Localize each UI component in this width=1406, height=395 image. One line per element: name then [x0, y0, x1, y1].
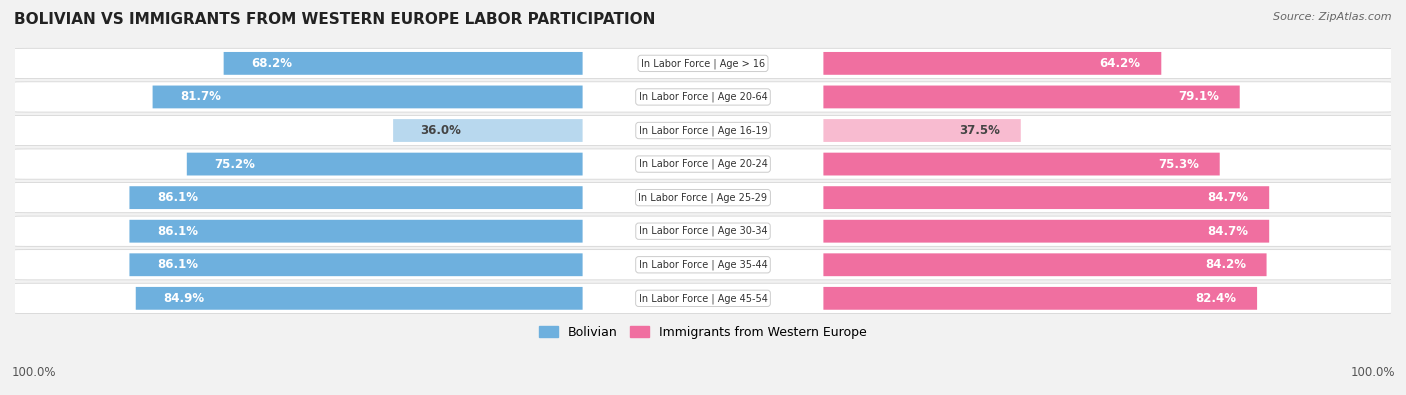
- FancyBboxPatch shape: [824, 86, 1240, 108]
- Text: 68.2%: 68.2%: [252, 57, 292, 70]
- Text: 81.7%: 81.7%: [180, 90, 221, 103]
- Text: Source: ZipAtlas.com: Source: ZipAtlas.com: [1274, 12, 1392, 22]
- Text: 79.1%: 79.1%: [1178, 90, 1219, 103]
- FancyBboxPatch shape: [14, 182, 1392, 213]
- FancyBboxPatch shape: [824, 253, 1267, 276]
- Text: 86.1%: 86.1%: [157, 225, 198, 238]
- Text: BOLIVIAN VS IMMIGRANTS FROM WESTERN EUROPE LABOR PARTICIPATION: BOLIVIAN VS IMMIGRANTS FROM WESTERN EURO…: [14, 12, 655, 27]
- FancyBboxPatch shape: [14, 283, 1392, 313]
- FancyBboxPatch shape: [14, 250, 1392, 280]
- Text: 75.2%: 75.2%: [214, 158, 256, 171]
- Text: 64.2%: 64.2%: [1099, 57, 1140, 70]
- FancyBboxPatch shape: [129, 186, 582, 209]
- Text: 84.7%: 84.7%: [1208, 191, 1249, 204]
- Text: 86.1%: 86.1%: [157, 191, 198, 204]
- Text: 86.1%: 86.1%: [157, 258, 198, 271]
- Legend: Bolivian, Immigrants from Western Europe: Bolivian, Immigrants from Western Europe: [534, 321, 872, 344]
- FancyBboxPatch shape: [224, 52, 582, 75]
- Text: In Labor Force | Age > 16: In Labor Force | Age > 16: [641, 58, 765, 69]
- FancyBboxPatch shape: [824, 186, 1270, 209]
- Text: In Labor Force | Age 45-54: In Labor Force | Age 45-54: [638, 293, 768, 304]
- FancyBboxPatch shape: [824, 152, 1220, 175]
- Text: 84.9%: 84.9%: [163, 292, 204, 305]
- Text: 100.0%: 100.0%: [11, 366, 56, 379]
- FancyBboxPatch shape: [824, 119, 1021, 142]
- Text: 36.0%: 36.0%: [420, 124, 461, 137]
- FancyBboxPatch shape: [824, 220, 1270, 243]
- FancyBboxPatch shape: [136, 287, 582, 310]
- Text: In Labor Force | Age 20-64: In Labor Force | Age 20-64: [638, 92, 768, 102]
- Text: 37.5%: 37.5%: [959, 124, 1000, 137]
- Text: 82.4%: 82.4%: [1195, 292, 1236, 305]
- FancyBboxPatch shape: [153, 86, 582, 108]
- Text: In Labor Force | Age 25-29: In Labor Force | Age 25-29: [638, 192, 768, 203]
- Text: In Labor Force | Age 35-44: In Labor Force | Age 35-44: [638, 260, 768, 270]
- FancyBboxPatch shape: [14, 149, 1392, 179]
- Text: In Labor Force | Age 20-24: In Labor Force | Age 20-24: [638, 159, 768, 169]
- FancyBboxPatch shape: [824, 52, 1161, 75]
- FancyBboxPatch shape: [14, 115, 1392, 146]
- FancyBboxPatch shape: [14, 216, 1392, 246]
- FancyBboxPatch shape: [394, 119, 582, 142]
- FancyBboxPatch shape: [14, 48, 1392, 79]
- Text: In Labor Force | Age 30-34: In Labor Force | Age 30-34: [638, 226, 768, 237]
- Text: 84.2%: 84.2%: [1205, 258, 1246, 271]
- Text: 75.3%: 75.3%: [1159, 158, 1199, 171]
- Text: 100.0%: 100.0%: [1350, 366, 1395, 379]
- Text: 84.7%: 84.7%: [1208, 225, 1249, 238]
- FancyBboxPatch shape: [14, 82, 1392, 112]
- FancyBboxPatch shape: [129, 220, 582, 243]
- FancyBboxPatch shape: [187, 152, 582, 175]
- Text: In Labor Force | Age 16-19: In Labor Force | Age 16-19: [638, 125, 768, 136]
- FancyBboxPatch shape: [129, 253, 582, 276]
- FancyBboxPatch shape: [824, 287, 1257, 310]
